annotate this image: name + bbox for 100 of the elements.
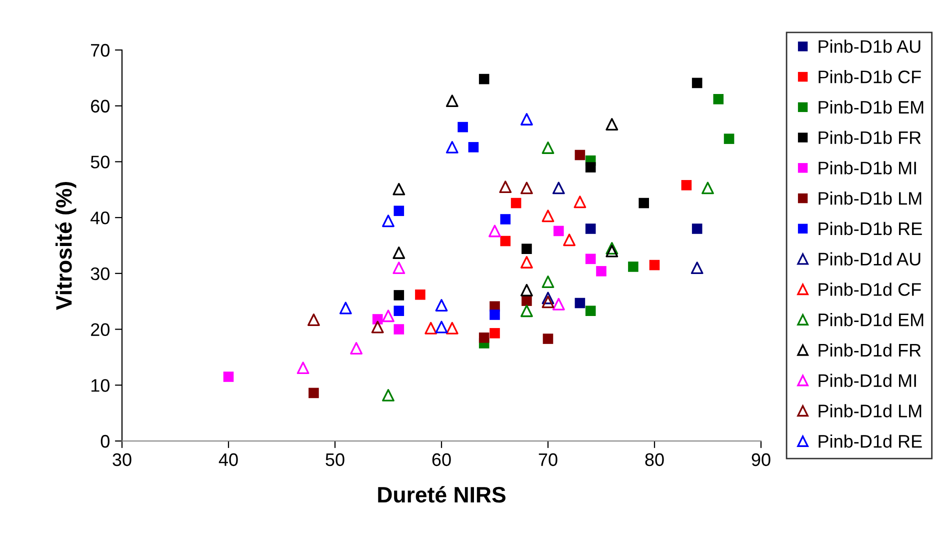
- point: [308, 388, 319, 398]
- point: [554, 226, 564, 236]
- point: [490, 328, 500, 338]
- y-tick-label: 0: [100, 434, 110, 448]
- point: [392, 262, 406, 274]
- point: [394, 206, 404, 216]
- point: [478, 332, 490, 343]
- y-axis-title: Vitrosité (%): [55, 182, 76, 310]
- point: [394, 290, 404, 300]
- point: [574, 150, 586, 160]
- point: [371, 320, 384, 334]
- legend-label: Pinb-D1d CF: [818, 282, 921, 296]
- point: [628, 262, 638, 272]
- point: [542, 142, 554, 154]
- legend-label: Pinb-D1b AU: [818, 40, 920, 53]
- x-tick-label: 60: [432, 453, 451, 466]
- point: [552, 182, 565, 194]
- point: [446, 140, 458, 154]
- point: [458, 122, 468, 132]
- point: [585, 254, 596, 264]
- point: [446, 322, 458, 334]
- point: [552, 298, 565, 310]
- point: [638, 198, 649, 208]
- point: [500, 214, 511, 224]
- point: [606, 244, 618, 258]
- legend-label: Pinb-D1d MI: [818, 374, 916, 388]
- point: [520, 113, 533, 126]
- point: [296, 362, 310, 374]
- point: [585, 306, 596, 316]
- legend-label: Pinb-D1b FR: [818, 130, 921, 144]
- legend-label: Pinb-D1d FR: [818, 343, 921, 357]
- point: [488, 224, 501, 238]
- x-axis-title: Dureté NIRS: [378, 486, 506, 503]
- point: [522, 244, 532, 254]
- x-tick-label: 70: [538, 453, 558, 466]
- point: [446, 94, 458, 108]
- x-tick-label: 30: [112, 453, 132, 466]
- point: [339, 302, 352, 314]
- point: [307, 314, 320, 326]
- point: [520, 182, 533, 194]
- point: [435, 299, 448, 312]
- point: [500, 236, 511, 246]
- y-tick-label: 40: [90, 212, 110, 224]
- legend-label: Pinb-D1d EM: [818, 313, 924, 326]
- point: [478, 74, 490, 84]
- point: [574, 298, 586, 308]
- x-tick-label: 50: [326, 453, 344, 466]
- point: [382, 310, 394, 322]
- point: [692, 224, 702, 234]
- legend-label: Pinb-D1b MI: [818, 161, 916, 174]
- point: [585, 224, 596, 234]
- point: [415, 290, 426, 300]
- x-tick-label: 40: [218, 453, 238, 466]
- point: [713, 94, 724, 104]
- y-tick-label: 30: [90, 267, 110, 280]
- legend-label: Pinb-D1b LM: [818, 192, 922, 205]
- y-tick-label: 10: [91, 379, 110, 392]
- point: [223, 372, 234, 382]
- point: [606, 242, 618, 255]
- point: [542, 292, 554, 304]
- point: [692, 78, 702, 88]
- point: [542, 334, 554, 344]
- legend-label: Pinb-D1d RE: [818, 434, 922, 448]
- legend-label: Pinb-D1b RE: [818, 222, 922, 236]
- point: [585, 162, 596, 172]
- point: [702, 182, 714, 194]
- point: [350, 342, 363, 354]
- point: [424, 322, 438, 334]
- point: [499, 180, 512, 194]
- point: [542, 276, 554, 288]
- point: [510, 198, 522, 208]
- point: [382, 214, 394, 228]
- legend-label: Pinb-D1d LM: [818, 404, 922, 418]
- point: [542, 210, 554, 222]
- point: [542, 296, 554, 308]
- y-tick-label: 20: [91, 323, 110, 336]
- point: [392, 246, 406, 259]
- point: [394, 324, 404, 334]
- y-tick-label: 70: [91, 44, 110, 57]
- point: [520, 256, 533, 268]
- legend-label: Pinb-D1b CF: [818, 70, 921, 84]
- point: [382, 388, 394, 402]
- point: [606, 118, 618, 131]
- legend-label: Pinb-D1b EM: [818, 100, 924, 114]
- point: [394, 306, 404, 316]
- point: [490, 310, 500, 320]
- point: [596, 266, 606, 276]
- point: [435, 320, 448, 334]
- point: [520, 304, 533, 318]
- y-tick-label: 60: [91, 100, 110, 113]
- y-tick-label: 50: [90, 156, 110, 168]
- legend-label: Pinb-D1d AU: [818, 252, 920, 266]
- point: [649, 260, 660, 270]
- point: [724, 134, 734, 144]
- point: [690, 262, 704, 274]
- x-tick-label: 90: [752, 453, 770, 466]
- point: [520, 284, 533, 296]
- point: [563, 234, 576, 246]
- x-tick-label: 80: [645, 453, 664, 466]
- point: [468, 142, 479, 152]
